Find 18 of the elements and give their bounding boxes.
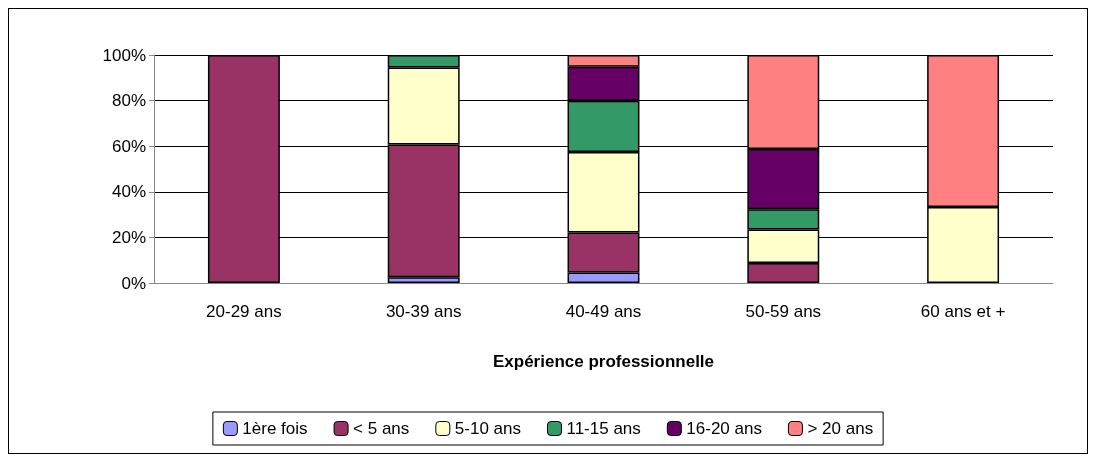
x-tick-label: 60 ans et + — [920, 302, 1006, 321]
y-tick-label: 60% — [111, 136, 146, 156]
y-tick-label: 80% — [111, 91, 146, 111]
y-tick-label: 20% — [111, 227, 146, 247]
y-tick-label: 100% — [102, 45, 146, 65]
y-tick-label: 0% — [121, 273, 146, 293]
legend-label: 11-15 ans — [566, 419, 641, 438]
x-tick-label: 50-59 ans — [745, 302, 822, 321]
x-axis-title: Expérience professionnelle — [492, 352, 715, 371]
legend-label: 16-20 ans — [686, 419, 762, 438]
x-tick-label: 30-39 ans — [385, 302, 462, 321]
legend-label: 1ère fois — [242, 419, 308, 438]
legend-label: < 5 ans — [353, 419, 410, 438]
legend-label: 5-10 ans — [454, 419, 521, 438]
x-tick-label: 40-49 ans — [565, 302, 642, 321]
x-tick-label: 20-29 ans — [206, 302, 282, 321]
y-tick-label: 40% — [111, 182, 146, 202]
legend-label: > 20 ans — [807, 419, 874, 438]
